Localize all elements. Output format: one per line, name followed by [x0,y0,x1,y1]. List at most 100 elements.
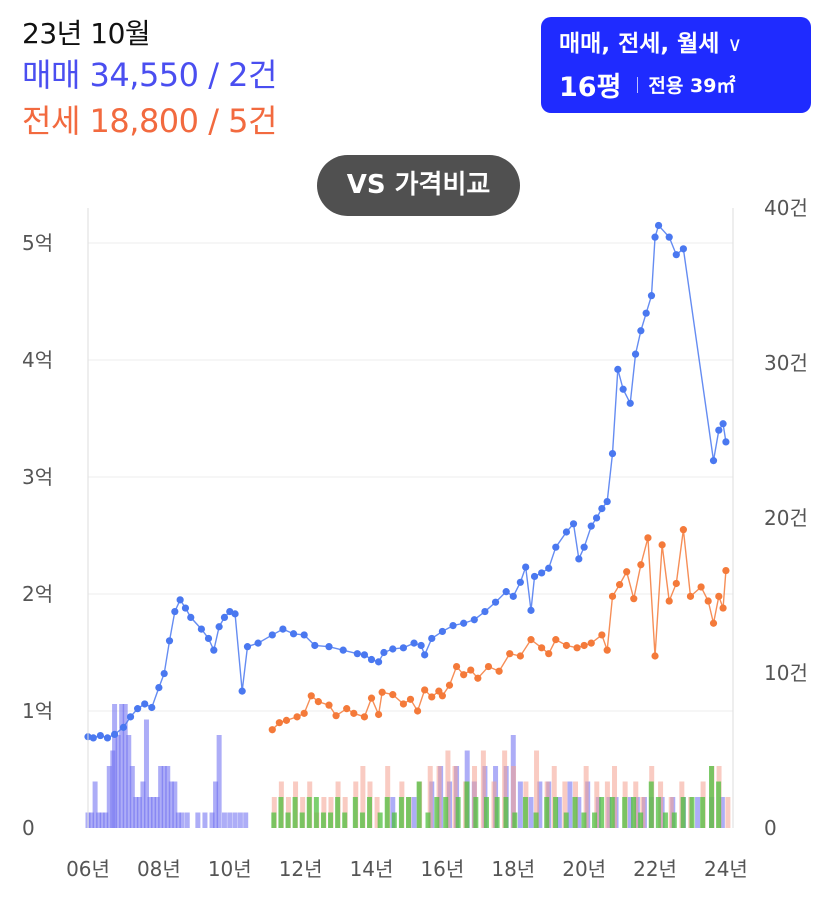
sale-point [204,634,213,643]
sale-point [197,625,206,633]
sale-volume-bar [112,704,118,828]
y-left-tick-label: 0 [22,816,35,840]
jeonse-point [467,666,475,674]
jeonse-point [644,534,652,542]
sale-point [642,309,650,317]
sale-point [603,497,611,506]
sale-point [491,598,500,606]
jeonse-point [307,692,315,700]
jeonse-point [367,694,376,702]
jeonse-summary: 전세 18,800 / 5건 [22,102,277,140]
jeonse-point [709,619,718,627]
monthly-volume-bar [572,797,578,828]
sale-point [243,643,252,651]
monthly-volume-bar [709,766,715,828]
sale-volume-bar [202,812,208,828]
jeonse-point [615,581,624,589]
sale-point [619,385,627,393]
jeonse-point [445,681,454,689]
sale-point [220,613,229,621]
sale-point [428,634,436,643]
sale-point [187,613,195,621]
jeonse-point [580,641,588,650]
monthly-volume-bar [716,781,722,828]
sale-volume-bar [92,781,98,828]
jeonse-volume-bar [480,750,486,828]
sale-volume-bar [237,812,243,828]
deal-type-selector[interactable]: 매매, 전세, 월세 ∨ 16평 전용 39㎡ [541,17,811,113]
sale-point [522,563,530,571]
jeonse-point [460,671,468,679]
sale-volume-bar [528,797,534,828]
sale-point [608,450,617,458]
jeonse-point [686,592,695,600]
sale-point [141,700,149,708]
deal-type-label: 매매, 전세, 월세 ∨ [559,25,793,63]
sale-volume-bar [136,797,142,828]
price-lines [84,221,730,742]
monthly-volume-bar [655,797,661,828]
sale-point [719,420,727,428]
sale-volume-bar [96,812,102,828]
monthly-volume-bar [443,797,449,828]
vs-compare-button[interactable]: VS 가격비교 [317,155,520,216]
sale-point [360,651,369,659]
sale-point [438,627,446,636]
monthly-volume-bar [700,797,706,828]
jeonse-point [484,662,493,671]
monthly-volume-bar [544,797,550,828]
sale-point [552,543,560,551]
jeonse-volume-bar [502,750,508,828]
sale-point [502,588,510,596]
sale-point [389,645,397,653]
sale-point [592,514,601,522]
jeonse-point [282,716,291,724]
x-tick-label: 22년 [633,857,677,881]
monthly-volume-bar [599,797,605,828]
jeonse-point [413,707,422,715]
sale-volume-bar [195,812,201,828]
monthly-volume-bar [563,812,569,828]
sale-point [339,646,347,654]
jeonse-point [637,561,645,569]
monthly-volume-bar [313,797,319,828]
jeonse-point [587,639,595,647]
sale-point [126,713,135,721]
sale-line [87,224,727,739]
sale-volume-bar [165,766,171,828]
sale-point [709,457,718,465]
jeonse-point [360,713,369,721]
jeonse-point [608,592,617,600]
sale-point [665,233,673,241]
sale-point [268,631,276,639]
jeonse-point [474,674,482,682]
monthly-volume-bar [473,797,479,828]
sale-volume-bar [172,781,178,828]
sale-volume-bar [143,719,149,828]
sale-point [631,350,640,358]
sale-volume-bar [133,797,139,828]
monthly-volume-bar [342,812,348,828]
area-label: 전용 39㎡ [648,75,736,97]
sale-point [587,522,595,530]
monthly-volume-bar [592,812,598,828]
jeonse-point [268,726,276,734]
jeonse-volume-bar [668,797,674,828]
jeonse-point [704,597,712,605]
sale-volume-bar [537,781,543,828]
sale-point [647,292,656,300]
sale-point [254,639,262,647]
sale-summary: 매매 34,550 / 2건 [22,56,277,94]
sale-volume-bar [140,781,146,828]
jeonse-volume-bar [445,750,451,828]
x-tick-label: 10년 [208,857,252,881]
x-tick-label: 08년 [137,857,181,881]
sale-point [300,631,308,639]
sale-volume-bar [126,735,132,828]
sale-point [96,731,105,740]
x-tick-label: 20년 [562,857,606,881]
jeonse-point [506,650,514,658]
period-label: 23년 10월 [22,17,151,50]
sale-volume-bar [567,781,573,828]
sale-point [722,438,730,446]
